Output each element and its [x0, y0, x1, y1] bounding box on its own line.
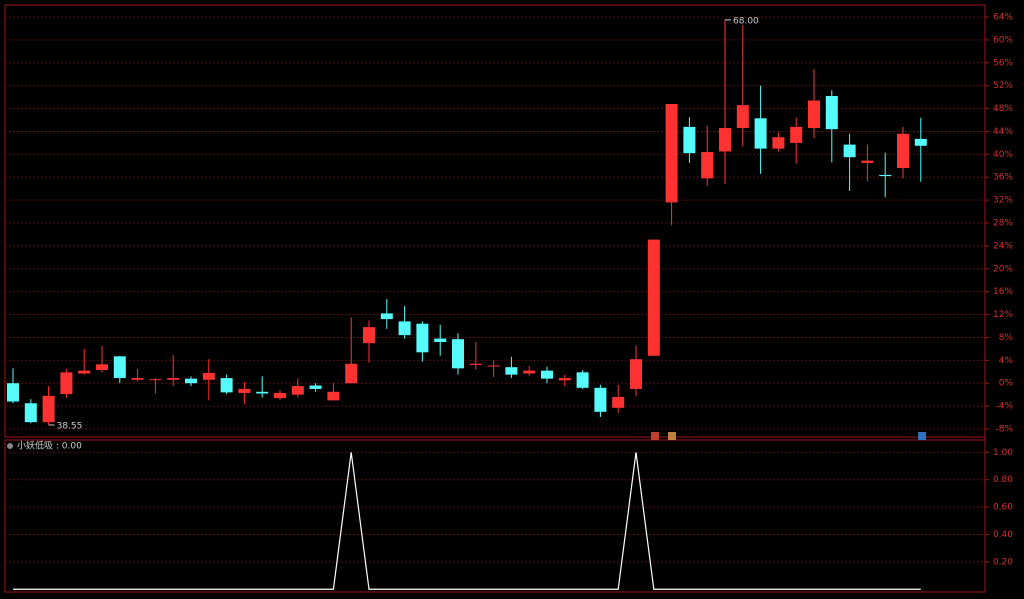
candle-body: [78, 370, 91, 374]
candle-body: [256, 391, 269, 394]
y-tick-label: -8%: [995, 424, 1013, 434]
candle-body: [665, 103, 678, 203]
main-frame: [4, 4, 986, 438]
sub-frame: [4, 439, 986, 593]
candle-body: [808, 100, 820, 129]
y-tick-label: 0%: [999, 379, 1014, 389]
y-tick-label: 40%: [993, 150, 1013, 160]
signal-icon: [918, 432, 926, 440]
candle-body: [701, 152, 714, 179]
high-annotation: 68.00: [733, 16, 759, 26]
candle-body: [220, 378, 233, 393]
candle-body: [309, 385, 322, 389]
candle-body: [434, 338, 447, 343]
candle-body: [380, 313, 393, 320]
y-tick-label: 60%: [993, 35, 1013, 45]
candle-body: [505, 367, 518, 375]
y-tick-label: 28%: [993, 219, 1013, 229]
y-tick-label: 32%: [993, 196, 1013, 206]
indicator-title: 小妖低吸 : 0.00: [17, 440, 82, 452]
low-annotation: 38.55: [57, 421, 83, 431]
candle-body: [167, 378, 180, 380]
candle-body: [897, 133, 909, 169]
candle-body: [558, 378, 571, 381]
y-tick-label: 52%: [993, 81, 1013, 91]
indicator-line: [13, 452, 921, 590]
candle-body: [327, 391, 340, 401]
candle-body: [469, 363, 482, 365]
y-tick-label: 0.80: [993, 475, 1013, 485]
y-tick-label: 8%: [999, 333, 1014, 343]
candle-body: [719, 128, 731, 152]
y-tick-label: 0.40: [993, 530, 1013, 540]
candle-body: [736, 105, 749, 129]
candle-body: [131, 378, 144, 380]
y-tick-label: 36%: [993, 173, 1013, 183]
y-tick-label: 0.20: [993, 557, 1013, 567]
candle-body: [754, 118, 767, 149]
candle-body: [185, 378, 197, 384]
y-tick-label: 20%: [993, 264, 1013, 274]
candle-body: [42, 395, 55, 423]
candle-body: [202, 372, 215, 380]
candle-body: [113, 356, 126, 379]
candle-body: [879, 174, 892, 177]
candle-body: [398, 321, 411, 336]
y-tick-label: -4%: [995, 402, 1013, 412]
candle-body: [363, 327, 375, 344]
y-tick-label: 1.00: [993, 448, 1013, 458]
candle-body: [612, 396, 625, 408]
y-tick-label: 56%: [993, 58, 1013, 68]
y-tick-label: 44%: [993, 127, 1013, 137]
candle-body: [861, 160, 874, 163]
candle-body: [914, 138, 927, 146]
candle-body: [843, 144, 856, 158]
y-tick-label: 16%: [993, 287, 1013, 297]
legend-dot: [7, 443, 13, 449]
candle-body: [452, 339, 464, 369]
candle-body: [7, 383, 19, 402]
signal-icon: [651, 432, 659, 440]
signal-icon: [668, 432, 676, 440]
candle-body: [238, 388, 251, 393]
candle-body: [24, 403, 37, 423]
candle-body: [416, 323, 429, 353]
candle-body: [149, 379, 162, 381]
y-tick-label: 48%: [993, 104, 1013, 114]
candle-body: [825, 95, 838, 130]
candle-body: [772, 137, 785, 149]
candle-body: [487, 365, 500, 367]
y-tick-label: 0.60: [993, 503, 1013, 513]
candle-body: [790, 126, 803, 143]
candle-body: [683, 126, 696, 154]
y-tick-label: 4%: [999, 356, 1014, 366]
candle-body: [541, 370, 553, 379]
candle-body: [594, 387, 607, 412]
y-tick-label: 64%: [993, 13, 1013, 23]
candle-body: [576, 372, 589, 388]
candle-body: [345, 363, 358, 384]
candle-body: [647, 239, 660, 356]
y-tick-label: 12%: [993, 310, 1013, 320]
candle-body: [523, 370, 536, 374]
candle-body: [630, 359, 642, 389]
candle-body: [274, 392, 286, 399]
y-tick-label: 24%: [993, 241, 1013, 251]
candle-body: [291, 386, 304, 395]
candle-body: [96, 364, 108, 371]
candle-body: [60, 372, 73, 395]
